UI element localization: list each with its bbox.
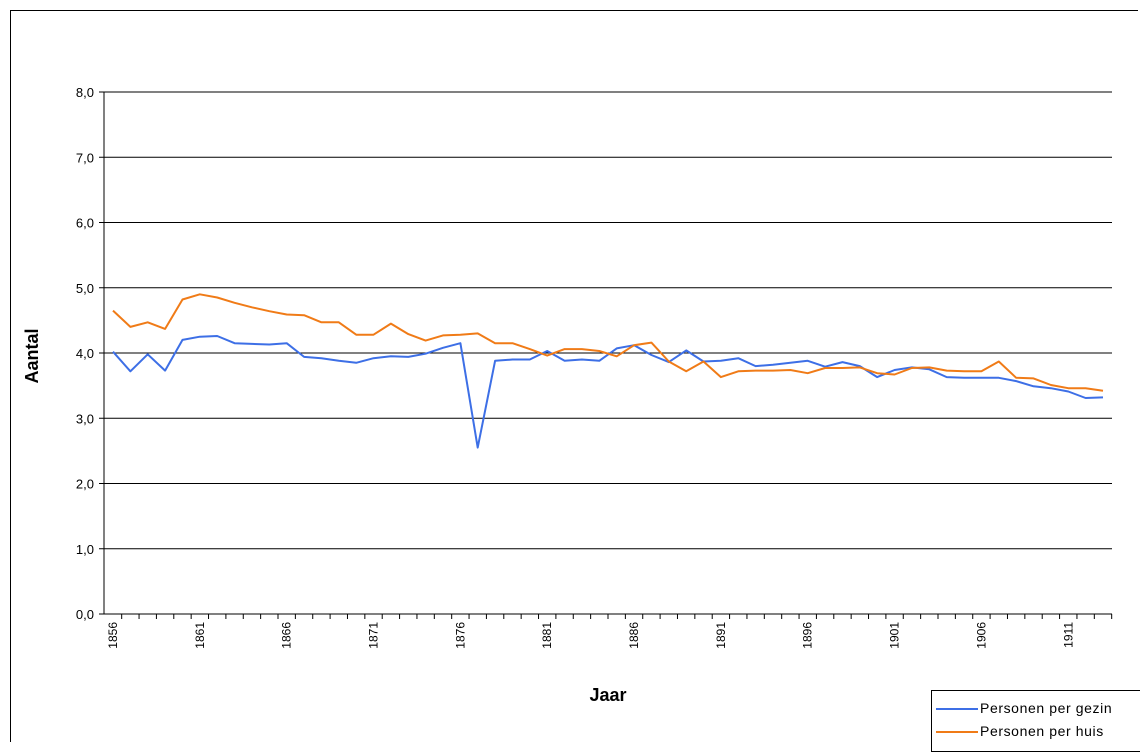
x-tick-label: 1881 (540, 622, 554, 649)
x-tick-labels: 1856 1861 1866 1871 1876 1881 1886 1891 1896 1901… (106, 622, 1075, 649)
legend-label-huis: Personen per huis (980, 723, 1104, 739)
legend-label-gezin: Personen per gezin (980, 700, 1113, 716)
series-line-huis (112, 293, 1104, 392)
y-axis-label: Aantal (22, 328, 42, 383)
y-tick-label: 4,0 (76, 346, 94, 361)
legend-swatch-huis (936, 731, 978, 733)
gridlines (104, 91, 1112, 550)
x-tick-label: 1876 (453, 622, 467, 649)
x-tick-label: 1891 (714, 622, 728, 649)
x-tick-label: 1901 (888, 622, 902, 649)
x-tick-label: 1911 (1061, 622, 1075, 648)
x-tick-label: 1906 (974, 622, 988, 649)
legend-swatch-gezin (936, 708, 978, 710)
y-tick-label: 5,0 (76, 281, 94, 296)
y-tick-label: 7,0 (76, 150, 94, 165)
legend: Personen per gezin Personen per huis (931, 690, 1140, 752)
x-tick-label: 1871 (367, 622, 381, 649)
x-tick-label: 1856 (106, 622, 120, 649)
y-tick-label: 1,0 (76, 542, 94, 557)
axes (99, 91, 1113, 619)
chart-frame (10, 10, 1138, 742)
x-tick-label: 1866 (280, 622, 294, 649)
y-tick-labels: 0,0 1,0 2,0 3,0 4,0 5,0 6,0 7,0 8,0 (76, 85, 94, 622)
x-tick-label: 1861 (193, 622, 207, 649)
x-axis-label: Jaar (589, 685, 626, 705)
y-tick-label: 2,0 (76, 477, 94, 492)
y-tick-label: 3,0 (76, 411, 94, 426)
x-tick-label: 1886 (627, 622, 641, 649)
series-lines (112, 293, 1104, 449)
y-tick-label: 0,0 (76, 607, 94, 622)
x-tick-label: 1896 (801, 622, 815, 649)
y-tick-label: 8,0 (76, 85, 94, 100)
y-tick-label: 6,0 (76, 216, 94, 231)
